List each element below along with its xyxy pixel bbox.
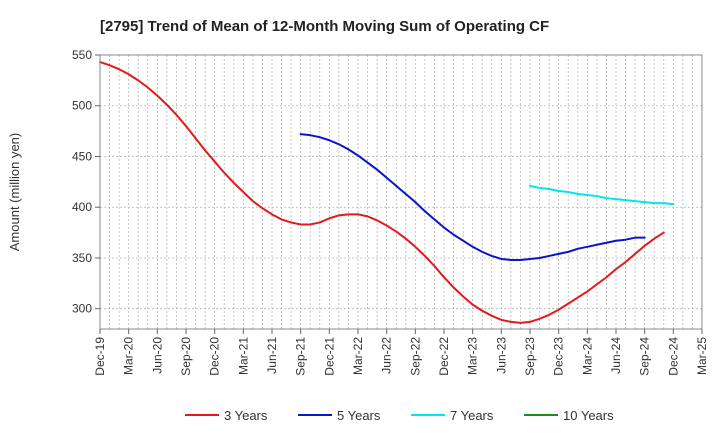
x-tick-label: Jun-24 (609, 337, 623, 374)
series-line-3-years (99, 61, 665, 324)
x-tick-label: Sep-23 (523, 337, 537, 376)
x-tick-label: Mar-20 (122, 337, 136, 375)
y-tick-label: 500 (72, 99, 92, 113)
x-tick-label: Mar-25 (695, 337, 709, 375)
x-tick-label: Sep-21 (294, 337, 308, 376)
y-tick-label: 550 (72, 48, 92, 62)
legend-label-7-years: 7 Years (450, 408, 494, 423)
x-tick-label: Sep-24 (638, 337, 652, 376)
legend: 3 Years 5 Years 7 Years 10 Years (185, 408, 614, 423)
x-tick-label: Jun-21 (265, 337, 279, 374)
x-tick-label: Dec-23 (552, 337, 566, 376)
x-tick-label: Sep-22 (408, 337, 422, 376)
x-tick-label: Dec-20 (208, 337, 222, 376)
x-tick-label: Mar-21 (236, 337, 250, 375)
x-tick-label: Dec-22 (437, 337, 451, 376)
x-axis-ticks: Dec-19 Mar-20 Jun-20 Sep-20 Dec-20 Mar-21 Jun-… (93, 329, 709, 376)
legend-label-3-years: 3 Years (224, 408, 268, 423)
x-tick-label: Dec-24 (666, 337, 680, 376)
plot-area (99, 54, 703, 330)
grid (100, 54, 702, 329)
x-tick-label: Mar-23 (466, 337, 480, 375)
series-line-7-years (529, 184, 675, 206)
plot-frame (99, 54, 703, 330)
x-tick-label: Sep-20 (179, 337, 193, 376)
x-tick-label: Jun-23 (494, 337, 508, 374)
y-tick-label: 300 (72, 302, 92, 316)
legend-label-5-years: 5 Years (337, 408, 381, 423)
series-line-5-years (299, 133, 646, 261)
y-tick-label: 450 (72, 149, 92, 163)
x-tick-label: Jun-22 (380, 337, 394, 374)
y-tick-label: 400 (72, 200, 92, 214)
y-axis-ticks: 300 350 400 450 500 550 (72, 48, 100, 316)
chart-title: [2795] Trend of Mean of 12-Month Moving … (100, 18, 549, 35)
y-tick-label: 350 (72, 251, 92, 265)
series-lines (99, 61, 675, 324)
x-tick-label: Dec-21 (322, 337, 336, 376)
x-tick-label: Mar-24 (580, 337, 594, 375)
x-tick-label: Dec-19 (93, 337, 107, 376)
x-tick-label: Mar-22 (351, 337, 365, 375)
legend-label-10-years: 10 Years (563, 408, 614, 423)
x-tick-label: Jun-20 (150, 337, 164, 374)
y-axis-label: Amount (million yen) (7, 133, 22, 252)
